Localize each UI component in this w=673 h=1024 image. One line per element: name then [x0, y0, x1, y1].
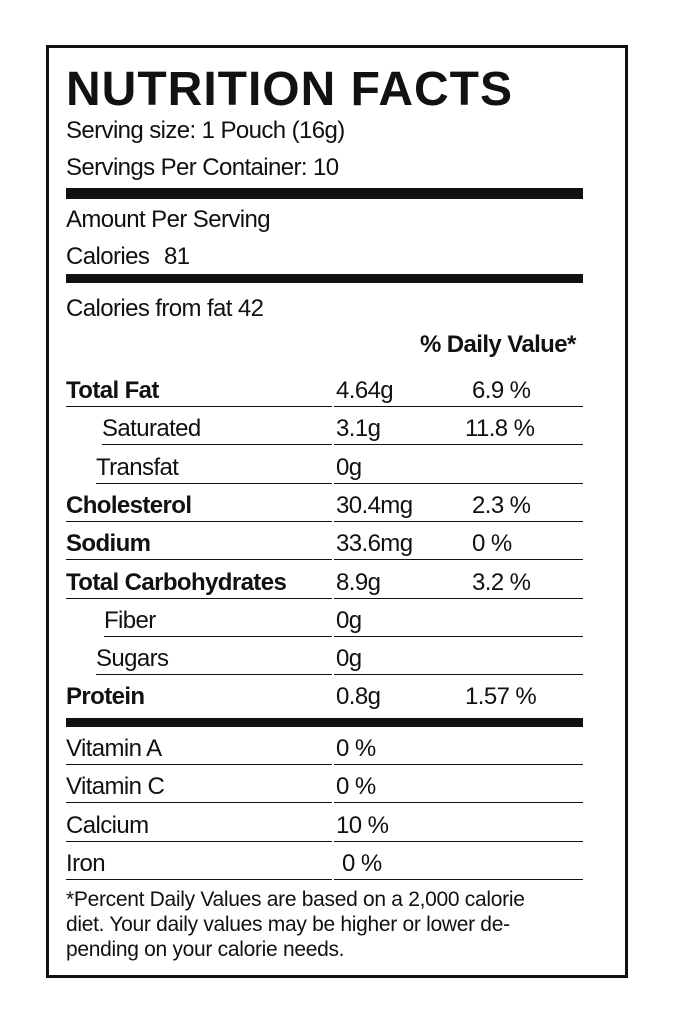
nutrient-name: Protein — [66, 683, 145, 711]
nutrient-amount: 8.9g — [336, 568, 381, 596]
row-rule — [334, 444, 583, 446]
nutrient-amount: 33.6mg — [336, 530, 413, 558]
row-rule — [66, 597, 332, 599]
row-rule — [66, 878, 332, 880]
nutrient-name: Sugars — [96, 645, 169, 673]
nutrient-name: Saturated — [102, 415, 201, 443]
daily-value-header: % Daily Value* — [420, 331, 576, 358]
nutrient-dv: 0 % — [472, 530, 512, 558]
vitamin-name: Iron — [66, 849, 106, 877]
nutrient-amount: 4.64g — [336, 377, 394, 404]
row-rule — [334, 520, 583, 522]
row-rule — [66, 559, 332, 561]
row-rule — [66, 764, 332, 765]
serving-size: Serving size: 1 Pouch (16g) — [66, 117, 345, 144]
row-rule — [96, 482, 332, 484]
vitamin-amount: 0 % — [342, 849, 382, 877]
nutrient-amount: 30.4mg — [336, 491, 413, 519]
row-rule — [334, 597, 583, 599]
footnote: pending on your calorie needs. — [66, 938, 345, 961]
nutrient-dv: 6.9 % — [472, 377, 531, 404]
nutrient-name: Sodium — [66, 530, 151, 558]
nutrient-name: Total Fat — [66, 377, 159, 404]
vitamin-amount: 0 % — [336, 735, 376, 762]
row-rule — [334, 878, 583, 880]
thick-rule — [66, 718, 583, 727]
row-rule — [96, 674, 332, 676]
row-rule — [66, 406, 332, 407]
nutrient-name: Transfat — [96, 453, 179, 481]
vitamin-amount: 10 % — [336, 811, 389, 839]
row-rule — [334, 482, 583, 484]
footnote: *Percent Daily Values are based on a 2,0… — [66, 888, 525, 911]
row-rule — [334, 674, 583, 676]
nutrient-name: Total Carbohydrates — [66, 568, 287, 596]
row-rule — [334, 406, 583, 407]
thick-rule — [66, 274, 583, 283]
nutrient-name: Fiber — [104, 606, 156, 634]
nutrient-name: Cholesterol — [66, 491, 192, 519]
vitamin-name: Vitamin C — [66, 773, 165, 801]
calories-from-fat: Calories from fat 42 — [66, 295, 264, 322]
row-rule — [334, 635, 583, 637]
thick-rule — [66, 188, 583, 199]
row-rule — [334, 802, 583, 804]
calories-value: 81 — [164, 243, 190, 270]
nutrient-amount: 0g — [336, 645, 362, 673]
title: NUTRITION FACTS — [66, 63, 513, 116]
nutrient-amount: 3.1g — [336, 415, 381, 443]
row-rule — [104, 635, 332, 637]
row-rule — [334, 559, 583, 561]
calories-label: Calories — [66, 243, 150, 270]
amount-per-serving: Amount Per Serving — [66, 206, 271, 233]
nutrient-amount: 0g — [336, 606, 362, 634]
servings-per-container: Servings Per Container: 10 — [66, 154, 339, 181]
nutrient-dv: 1.57 % — [465, 683, 537, 711]
row-rule — [334, 764, 583, 765]
footnote: diet. Your daily values may be higher or… — [66, 913, 510, 936]
row-rule — [66, 520, 332, 522]
row-rule — [102, 444, 332, 446]
row-rule — [334, 840, 583, 842]
nutrient-dv: 11.8 % — [465, 415, 535, 443]
nutrient-amount: 0.8g — [336, 683, 381, 711]
vitamin-amount: 0 % — [336, 773, 376, 801]
row-rule — [66, 802, 332, 804]
vitamin-name: Calcium — [66, 811, 149, 839]
nutrient-dv: 2.3 % — [472, 491, 531, 519]
nutrient-amount: 0g — [336, 453, 362, 481]
vitamin-name: Vitamin A — [66, 735, 162, 762]
nutrient-dv: 3.2 % — [472, 568, 531, 596]
label-border — [46, 45, 628, 978]
row-rule — [66, 840, 332, 842]
